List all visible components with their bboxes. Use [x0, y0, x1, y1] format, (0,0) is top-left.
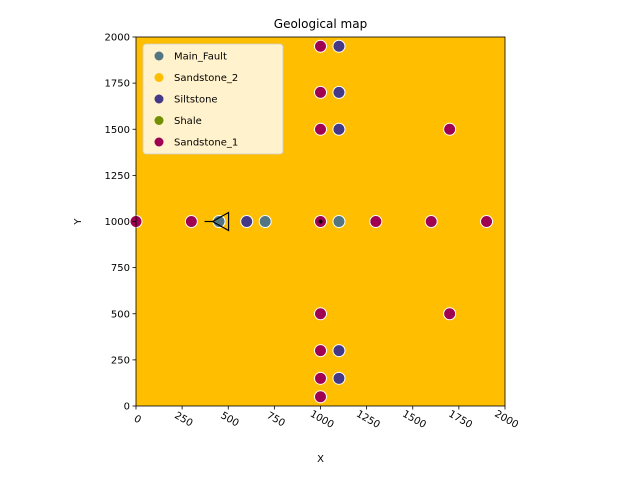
x-tick-label: 1250 [354, 409, 382, 431]
y-tick-label: 500 [111, 309, 130, 320]
y-tick-label: 250 [111, 355, 130, 366]
data-point [332, 39, 346, 53]
x-tick-label: 250 [172, 410, 194, 429]
data-point [314, 307, 327, 321]
data-point [314, 85, 327, 99]
data-point [443, 122, 457, 136]
data-point [184, 215, 198, 228]
y-tick-label: 0 [124, 402, 130, 413]
orientation-markers [204, 211, 323, 232]
y-tick-label: 750 [111, 263, 130, 274]
data-point [332, 85, 346, 99]
data-point [314, 371, 327, 385]
legend-marker [154, 73, 164, 82]
data-point [424, 215, 438, 228]
y-tick-label: 1250 [105, 171, 130, 182]
x-tick-label: 1750 [446, 409, 474, 431]
data-points [129, 39, 494, 404]
legend-marker [154, 51, 164, 61]
x-axis-label: X [317, 454, 324, 465]
legend-marker [154, 137, 164, 147]
data-point [332, 122, 346, 136]
legend: Main_Fault Sandstone_2 Siltstone Shale Sands… [142, 43, 284, 155]
data-point [258, 215, 272, 228]
y-axis-label: Y [73, 218, 84, 226]
y-tick-label: 2000 [105, 33, 130, 44]
data-point [314, 39, 327, 53]
legend-label: Sandstone_1 [174, 138, 238, 149]
orientation-marker [318, 219, 323, 224]
data-point [332, 371, 346, 385]
y-tick-label: 1000 [105, 217, 130, 228]
legend-marker [154, 116, 164, 125]
x-tick-label: 500 [218, 410, 240, 429]
y-axis-ticks: 0 250 500 750 1000 1250 1500 1750 2000 [105, 33, 136, 413]
legend-label: Siltstone [174, 95, 218, 106]
y-tick-label: 1500 [105, 125, 130, 136]
legend-label: Sandstone_2 [174, 73, 238, 84]
data-point [332, 344, 346, 358]
x-axis-ticks: 0 250 500 750 1000 1250 1500 1750 2000 [132, 406, 520, 431]
data-point [332, 215, 346, 228]
data-point [443, 307, 457, 321]
x-tick-label: 2000 [492, 409, 520, 431]
y-tick-label: 1750 [105, 79, 130, 90]
data-point [314, 390, 327, 404]
x-tick-label: 1500 [400, 409, 428, 431]
legend-box [142, 43, 284, 155]
data-point [240, 215, 254, 228]
data-point [314, 344, 327, 358]
x-tick-label: 1000 [308, 409, 336, 431]
data-point [480, 215, 494, 228]
x-tick-label: 0 [132, 413, 143, 426]
data-point [369, 215, 383, 228]
chart-title: Geological map [274, 17, 367, 31]
orientation-marker [211, 211, 230, 232]
legend-marker [154, 94, 164, 104]
data-point [314, 122, 327, 136]
legend-label: Main_Fault [174, 52, 227, 63]
x-tick-label: 750 [265, 410, 287, 429]
legend-label: Shale [174, 116, 202, 127]
